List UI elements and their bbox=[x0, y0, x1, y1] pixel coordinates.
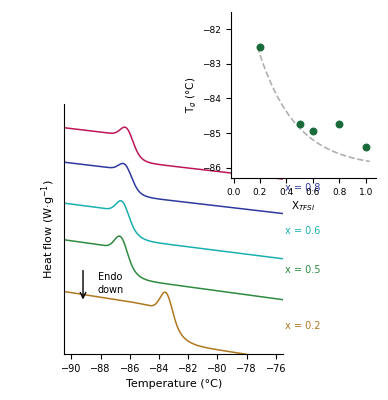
Text: Endo
down: Endo down bbox=[98, 272, 124, 294]
Text: x = 0.8: x = 0.8 bbox=[285, 183, 320, 193]
X-axis label: X$_{TFSI}$: X$_{TFSI}$ bbox=[291, 200, 316, 213]
Point bbox=[257, 43, 263, 50]
Point bbox=[363, 144, 369, 150]
X-axis label: Temperature (°C): Temperature (°C) bbox=[125, 379, 222, 389]
Point bbox=[296, 121, 303, 128]
Text: x = 0.5: x = 0.5 bbox=[285, 265, 320, 275]
Text: x = 1.0: x = 1.0 bbox=[285, 148, 320, 158]
Point bbox=[310, 128, 316, 134]
Y-axis label: T$_g$ (°C): T$_g$ (°C) bbox=[185, 77, 199, 113]
Text: x = 0.6: x = 0.6 bbox=[285, 226, 320, 236]
Y-axis label: Heat flow (W·g$^{-1}$): Heat flow (W·g$^{-1}$) bbox=[40, 179, 59, 279]
Text: x = 0.2: x = 0.2 bbox=[285, 321, 320, 331]
Point bbox=[336, 121, 343, 128]
